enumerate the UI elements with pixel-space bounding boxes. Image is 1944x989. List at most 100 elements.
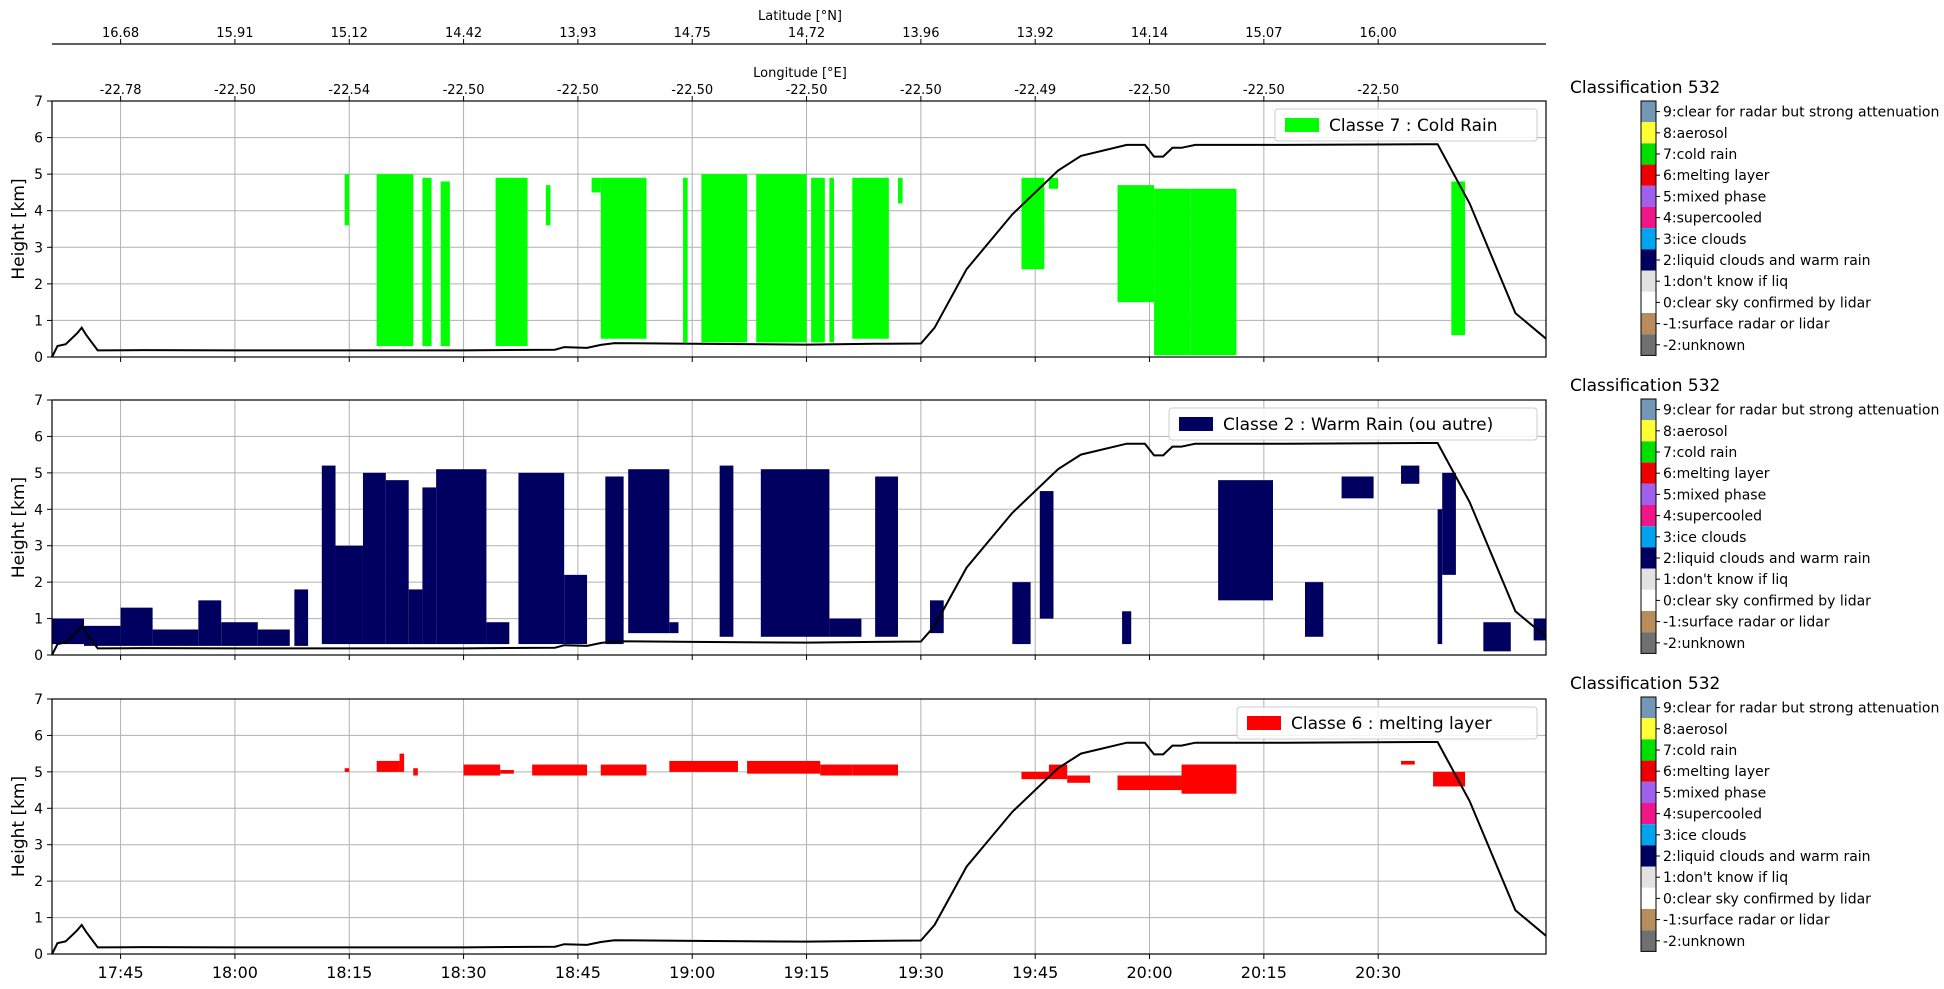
- colorbar-cell: [1641, 164, 1656, 186]
- x-tick-label: 20:15: [1241, 963, 1287, 982]
- class-segment: [600, 764, 647, 776]
- y-tick-label: 5: [34, 765, 43, 781]
- class-segment: [1190, 188, 1237, 356]
- latitude-ticks: 16.68 15.91 15.12 14.42 13.93 14.75 14.72 13.96…: [102, 26, 1397, 44]
- colorbar-cell: [1641, 781, 1656, 803]
- class-segment: [120, 607, 153, 646]
- longitude-tick-label: -22.50: [671, 83, 713, 98]
- latitude-tick-label: 14.42: [445, 26, 482, 41]
- legend-swatch: [1179, 417, 1213, 431]
- class-segment: [486, 622, 510, 645]
- colorbar-cell: [1641, 611, 1656, 633]
- longitude-tick-label: -22.50: [1129, 83, 1171, 98]
- class-segment: [422, 177, 432, 347]
- class-segment: [221, 622, 258, 646]
- colorbar-cell: [1641, 589, 1656, 611]
- surface-height-line: [51, 442, 1547, 656]
- colorbar-cell: [1641, 420, 1656, 442]
- colorbar-cell: [1641, 824, 1656, 846]
- longitude-tick-label: -22.50: [786, 83, 828, 98]
- y-axis-label: Height [km]: [9, 477, 29, 578]
- class-segment: [1048, 177, 1059, 189]
- class-segment: [1067, 775, 1091, 783]
- colorbar-cell: [1641, 207, 1656, 229]
- class-segment: [1012, 582, 1031, 645]
- class-segment: [1341, 476, 1374, 499]
- class-segment: [701, 174, 748, 343]
- colorbar-label: 3:ice clouds: [1663, 530, 1746, 546]
- class-segment: [294, 589, 309, 646]
- colorbar-label: 2:liquid clouds and warm rain: [1663, 849, 1871, 865]
- class-segment: [747, 760, 821, 774]
- latitude-tick-label: 13.96: [902, 26, 939, 41]
- colorbar-label: 4:supercooled: [1663, 211, 1762, 227]
- class-segment: [399, 753, 405, 772]
- class-segment: [1442, 472, 1456, 575]
- class-segment: [829, 618, 862, 637]
- class-segment: [628, 469, 670, 634]
- longitude-tick-label: -22.54: [328, 83, 370, 98]
- latitude-tick-label: 15.12: [331, 26, 368, 41]
- x-ticks: 17:45 18:00 18:15 18:30 18:45 19:00 19:15 19:30…: [98, 954, 1401, 982]
- legend-box: [1274, 108, 1538, 142]
- colorbar-cell: [1641, 803, 1656, 825]
- surface-height-line: [51, 143, 1547, 358]
- class-segment: [500, 770, 514, 774]
- x-ticks: [120, 655, 1379, 660]
- latitude-tick-label: 16.00: [1360, 26, 1397, 41]
- y-ticks: 0 1 2 3 4 5 6 7: [34, 393, 52, 664]
- colorbar-cell: [1641, 313, 1656, 335]
- class-segment: [376, 760, 400, 772]
- class-segment: [321, 465, 336, 645]
- colorbar-cell: [1641, 866, 1656, 888]
- class-segment: [1437, 509, 1443, 645]
- colorbar-panel-1: Classification 532 9:clear for radar but…: [1570, 78, 1939, 356]
- colorbar-cells: [1640, 398, 1657, 654]
- class-segment: [413, 768, 418, 776]
- legend: Classe 2 : Warm Rain (ou autre): [1168, 407, 1538, 441]
- latitude-tick-label: 14.75: [674, 26, 711, 41]
- class-segment: [760, 469, 830, 637]
- class-segment: [669, 760, 738, 772]
- class-segment: [829, 177, 834, 343]
- y-tick-label: 4: [34, 801, 43, 817]
- legend-label: Classe 7 : Cold Rain: [1329, 116, 1497, 136]
- colorbar-cell: [1641, 249, 1656, 271]
- colorbar-frame: [1640, 398, 1657, 654]
- class-fill-segments: [344, 174, 1466, 356]
- colorbar-label: 6:melting layer: [1663, 764, 1770, 780]
- colorbar-cell: [1641, 185, 1656, 207]
- class-segment: [1483, 622, 1511, 652]
- class-segment: [1218, 480, 1273, 601]
- y-tick-label: 5: [34, 167, 43, 183]
- colorbar-title: Classification 532: [1570, 78, 1720, 98]
- class-segment: [1021, 177, 1045, 270]
- colorbar-cell: [1641, 505, 1656, 527]
- colorbar-cell: [1641, 887, 1656, 909]
- colorbar-labels: 9:clear for radar but strong attenuation…: [1656, 403, 1939, 652]
- class-segment: [1181, 764, 1237, 794]
- class-segment: [408, 589, 423, 645]
- class-segment: [436, 469, 487, 645]
- class-segment: [1039, 491, 1054, 619]
- class-segment: [1533, 618, 1546, 641]
- colorbar-label: -2:unknown: [1663, 934, 1745, 950]
- colorbar-cell: [1641, 697, 1656, 719]
- y-axis-label: Height [km]: [9, 178, 29, 279]
- legend-label: Classe 6 : melting layer: [1291, 714, 1492, 734]
- colorbar-cell: [1641, 101, 1656, 123]
- class-segment: [852, 764, 899, 776]
- class-segment: [198, 600, 222, 646]
- plot-frame: [51, 100, 1547, 358]
- colorbar-cell: [1641, 122, 1656, 144]
- longitude-tick-label: -22.50: [1243, 83, 1285, 98]
- colorbar-cell: [1641, 441, 1656, 463]
- colorbar-label: 5:mixed phase: [1663, 189, 1766, 205]
- class-segment: [1305, 582, 1324, 637]
- colorbar-label: 3:ice clouds: [1663, 828, 1746, 844]
- colorbar-label: 8:aerosol: [1663, 126, 1728, 142]
- latitude-tick-label: 13.93: [559, 26, 596, 41]
- latitude-tick-label: 14.72: [788, 26, 825, 41]
- colorbar-cell: [1641, 760, 1656, 782]
